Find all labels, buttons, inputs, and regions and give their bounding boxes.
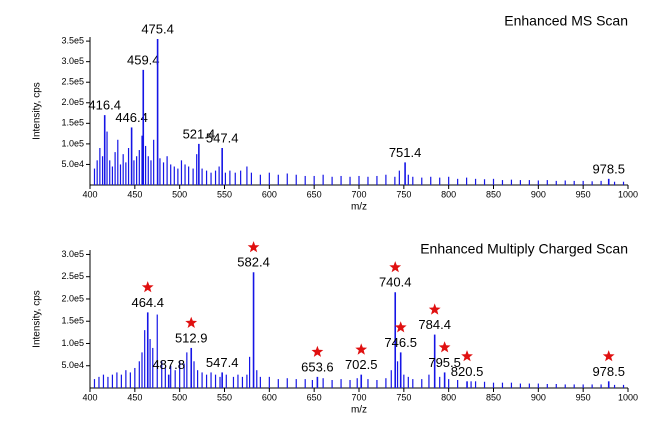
- x-tick-label: 500: [172, 189, 187, 199]
- y-tick-label: 3.0e5: [61, 249, 84, 259]
- star-marker: [428, 303, 441, 315]
- x-tick-label: 1000: [618, 189, 638, 199]
- y-tick-label: 1.0e5: [61, 138, 84, 148]
- x-tick-label: 750: [396, 189, 411, 199]
- star-marker: [247, 241, 260, 253]
- peak-label: 487.8: [152, 357, 185, 372]
- peak-label: 547.4: [206, 355, 239, 370]
- x-tick-label: 700: [351, 189, 366, 199]
- x-tick-label: 950: [576, 392, 591, 402]
- x-tick-label: 950: [576, 189, 591, 199]
- y-tick-label: 3.0e5: [61, 56, 84, 66]
- x-tick-label: 850: [486, 189, 501, 199]
- x-tick-label: 850: [486, 392, 501, 402]
- peak-label: 512.9: [175, 330, 208, 345]
- peak-label: 582.4: [237, 255, 270, 270]
- y-axis-label: Intensity, cps: [32, 290, 43, 348]
- y-tick-label: 1.5e5: [61, 316, 84, 326]
- star-marker: [311, 345, 324, 357]
- x-tick-label: 900: [531, 392, 546, 402]
- chart-title: Enhanced MS Scan: [504, 13, 628, 29]
- y-tick-label: 2.5e5: [61, 271, 84, 281]
- x-axis-label: m/z: [351, 202, 367, 213]
- star-marker: [461, 350, 473, 362]
- x-tick-label: 400: [82, 392, 97, 402]
- peak-label: 475.4: [141, 21, 174, 36]
- x-tick-label: 900: [531, 189, 546, 199]
- y-tick-label: 2.5e5: [61, 77, 84, 87]
- peak-label: 751.4: [389, 145, 422, 160]
- peak-label: 521.4: [183, 126, 216, 141]
- peak-label: 784.4: [418, 317, 451, 332]
- x-tick-label: 550: [217, 392, 232, 402]
- peak-label: 795.5: [428, 355, 461, 370]
- y-tick-label: 2.0e5: [61, 293, 84, 303]
- y-tick-label: 3.5e5: [61, 35, 84, 45]
- star-marker: [355, 343, 368, 355]
- peak-label: 746.5: [384, 335, 417, 350]
- x-axis-label: m/z: [351, 405, 367, 416]
- peak-label: 547.4: [206, 130, 239, 145]
- x-tick-label: 800: [441, 392, 456, 402]
- x-tick-label: 1000: [618, 392, 638, 402]
- y-axis-label: Intensity, cps: [32, 82, 43, 140]
- star-marker: [602, 350, 615, 362]
- x-tick-label: 600: [262, 392, 277, 402]
- x-tick-label: 550: [217, 189, 232, 199]
- peak-label: 459.4: [127, 52, 160, 67]
- x-tick-label: 750: [396, 392, 411, 402]
- x-tick-label: 500: [172, 392, 187, 402]
- x-tick-label: 650: [307, 189, 322, 199]
- x-tick-label: 450: [127, 392, 142, 402]
- x-tick-label: 450: [127, 189, 142, 199]
- chart-title: Enhanced Multiply Charged Scan: [420, 241, 628, 257]
- x-tick-label: 600: [262, 189, 277, 199]
- y-tick-label: 2.0e5: [61, 97, 84, 107]
- y-tick-label: 1.5e5: [61, 118, 84, 128]
- x-tick-label: 700: [351, 392, 366, 402]
- star-marker: [394, 321, 407, 333]
- star-marker: [389, 261, 402, 273]
- peak-label: 653.6: [301, 359, 334, 374]
- y-tick-label: 5.0e4: [61, 159, 84, 169]
- y-tick-label: 5.0e4: [61, 360, 84, 370]
- star-marker: [438, 341, 451, 353]
- peak-label: 978.5: [592, 161, 625, 176]
- x-tick-label: 400: [82, 189, 97, 199]
- peak-label: 978.5: [592, 364, 625, 379]
- x-tick-label: 650: [307, 392, 322, 402]
- peak-label: 464.4: [131, 295, 164, 310]
- x-tick-label: 800: [441, 189, 456, 199]
- peak-label: 446.4: [115, 110, 148, 125]
- peak-label: 416.4: [88, 98, 121, 113]
- peak-label: 820.5: [451, 364, 484, 379]
- y-tick-label: 1.0e5: [61, 338, 84, 348]
- peak-label: 702.5: [345, 357, 378, 372]
- peak-label: 740.4: [379, 275, 412, 290]
- star-marker: [185, 316, 198, 328]
- star-marker: [141, 281, 154, 293]
